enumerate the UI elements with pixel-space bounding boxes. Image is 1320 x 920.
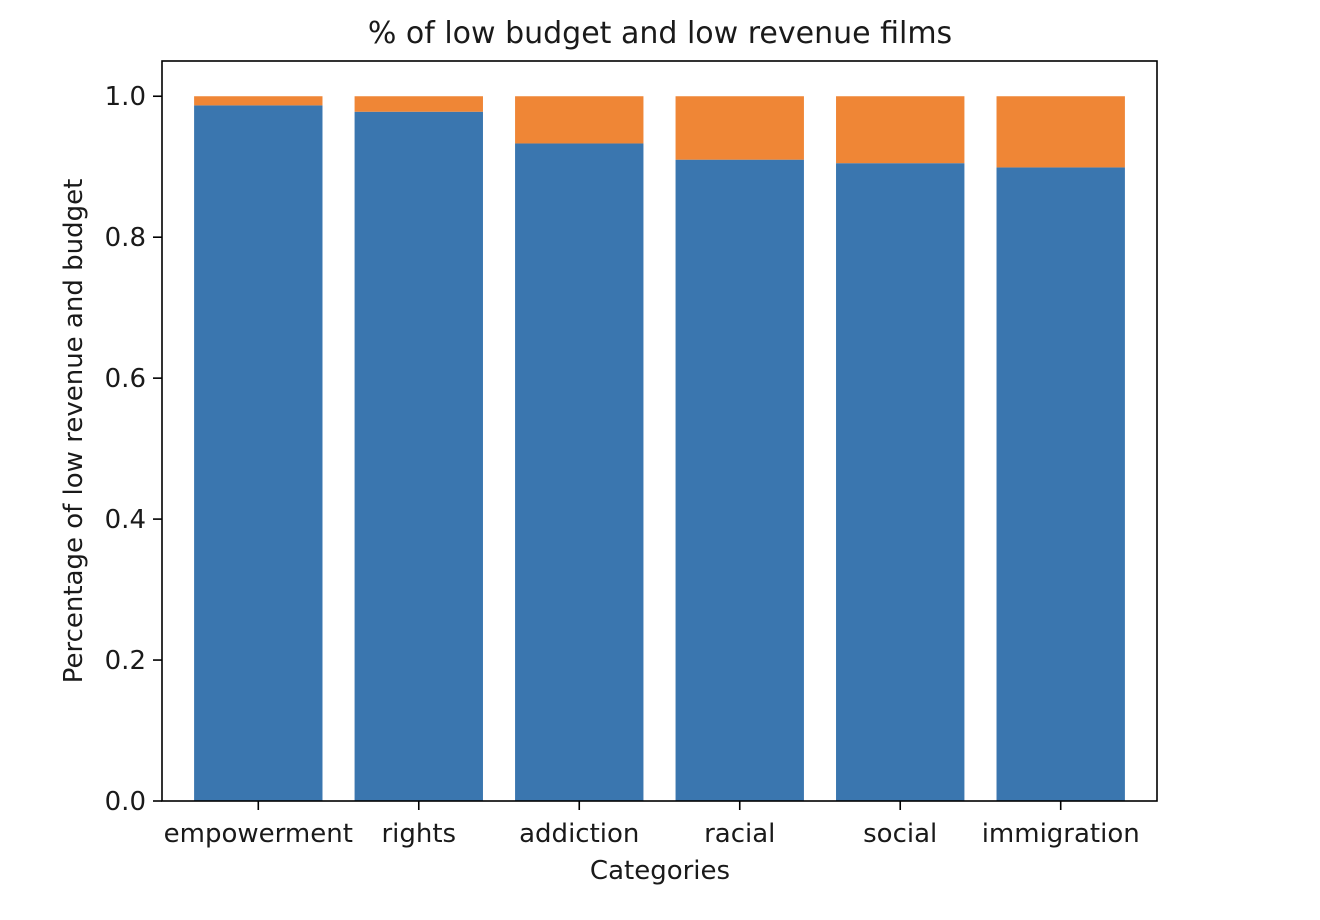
- plot-frame: [161, 60, 1158, 802]
- bar-rights-series-2: [354, 96, 483, 112]
- y-tick-label: 0.4: [105, 505, 146, 535]
- x-tick-label-social: social: [863, 819, 937, 849]
- x-tick-label-empowerment: empowerment: [164, 819, 353, 849]
- y-tick-label: 0.6: [105, 364, 146, 394]
- x-axis-label: Categories: [590, 856, 730, 886]
- bar-social-series-1: [836, 163, 965, 801]
- bar-addiction-series-1: [515, 143, 644, 801]
- x-tick-label-rights: rights: [381, 819, 456, 849]
- y-tick-label: 0.2: [105, 646, 146, 676]
- y-axis-ticks: 0.0 0.2 0.4 0.6 0.8 1.0: [105, 82, 162, 817]
- bars-layer: [194, 96, 1125, 802]
- x-tick-label-immigration: immigration: [982, 819, 1140, 849]
- chart-title: % of low budget and low revenue films: [368, 16, 952, 51]
- x-tick-label-addiction: addiction: [519, 819, 639, 849]
- y-axis-label: Percentage of low revenue and budget: [59, 179, 89, 684]
- y-tick-label: 1.0: [105, 82, 146, 112]
- bar-rights-series-1: [354, 111, 483, 802]
- y-tick-label: 0.8: [105, 223, 146, 253]
- bar-immigration-series-2: [996, 96, 1125, 168]
- bar-empowerment-series-1: [194, 105, 323, 801]
- bar-immigration-series-1: [996, 167, 1125, 802]
- bar-social-series-2: [836, 96, 965, 164]
- bar-addiction-series-2: [515, 96, 644, 144]
- x-axis-ticks: empowerment rights addiction racial social im…: [164, 801, 1140, 849]
- bar-racial-series-1: [675, 159, 804, 802]
- y-tick-label: 0.0: [105, 787, 146, 817]
- bar-empowerment-series-2: [194, 96, 323, 106]
- x-tick-label-racial: racial: [704, 819, 775, 849]
- bar-racial-series-2: [675, 96, 804, 160]
